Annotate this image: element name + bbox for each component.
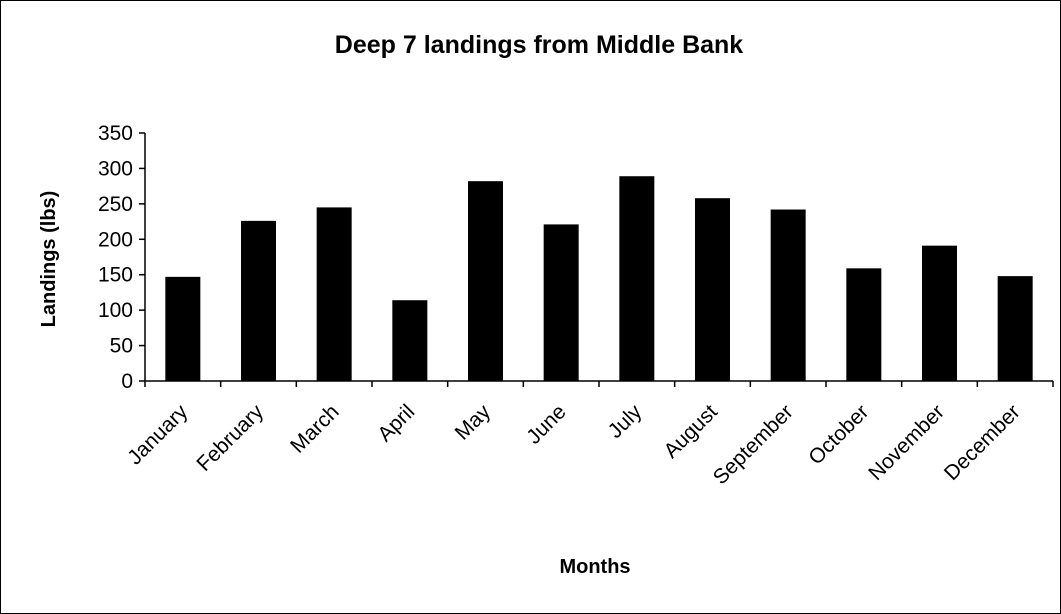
bar-december	[997, 276, 1033, 381]
x-tick-label: February	[192, 400, 268, 476]
y-tick-label: 350	[98, 122, 133, 145]
x-tick-label: June	[522, 400, 570, 448]
bar-september	[770, 209, 806, 381]
x-axis: January February March April May June July Augu…	[123, 380, 1054, 489]
bar-august	[695, 198, 730, 381]
y-tick-label: 0	[121, 370, 133, 393]
bar-january	[165, 276, 201, 381]
x-tick-label: December	[940, 400, 1025, 485]
x-axis-title: Months	[559, 556, 630, 578]
chart-title: Deep 7 landings from Middle Bank	[335, 31, 743, 59]
bar-june	[543, 224, 579, 381]
bar-april	[392, 300, 428, 381]
y-tick-label: 150	[98, 264, 133, 287]
x-tick-label: October	[804, 400, 873, 469]
bar-february	[241, 220, 276, 381]
y-axis-title: Landings (lbs)	[38, 191, 60, 328]
y-tick-label: 250	[98, 193, 133, 216]
x-tick-label: November	[864, 400, 949, 485]
x-tick-label: September	[709, 400, 798, 489]
bars	[165, 176, 1033, 381]
bar-october	[846, 268, 882, 381]
bar-november	[922, 245, 957, 381]
x-tick-label: January	[123, 400, 192, 469]
bar-march	[316, 207, 352, 381]
y-axis: 0 50 100 150 200 250 300 350	[98, 122, 146, 393]
bar-may	[468, 181, 503, 381]
y-tick-label: 50	[110, 335, 133, 358]
y-tick-label: 300	[98, 157, 133, 180]
y-tick-label: 200	[98, 228, 133, 251]
bar-july	[619, 176, 655, 381]
x-tick-label: March	[286, 400, 344, 458]
x-tick-label: April	[373, 400, 419, 446]
x-tick-label: July	[604, 400, 647, 443]
x-tick-label: May	[451, 400, 496, 445]
x-tick-label: August	[660, 400, 723, 463]
y-tick-label: 100	[98, 299, 133, 322]
